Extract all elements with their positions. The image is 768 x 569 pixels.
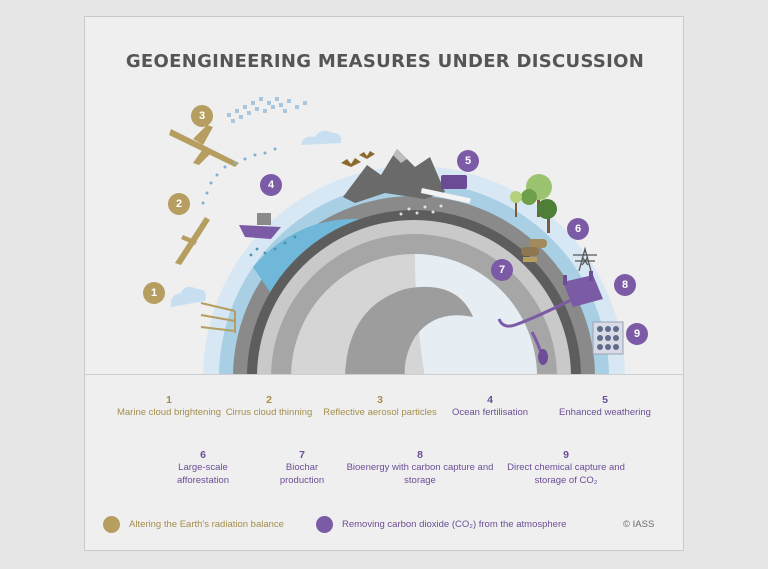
legend-removal-label: Removing carbon dioxide (CO₂) from the a…	[342, 519, 567, 530]
badge-3: 3	[191, 105, 213, 127]
badge-1: 1	[143, 282, 165, 304]
direct-air-capture-unit	[592, 321, 624, 355]
aerosol-plane	[169, 125, 239, 167]
badge-5: 5	[457, 150, 479, 172]
measure-6-label: 6 Large-scale afforestation	[176, 449, 230, 486]
measure-4-label: 4 Ocean fertilisation	[451, 394, 529, 418]
badge-4: 4	[260, 174, 282, 196]
cirrus-seeding-dots	[201, 147, 277, 205]
mountain-snow	[393, 149, 407, 163]
ship	[239, 213, 281, 239]
measure-3-label: 3 Reflective aerosol particles	[323, 394, 437, 418]
inner-core	[345, 286, 473, 374]
legend-radiation-label: Altering the Earth's radiation balance	[129, 519, 284, 530]
cirrus-cloud	[301, 130, 342, 145]
mountains	[343, 149, 445, 203]
page-title: GEOENGINEERING MEASURES UNDER DISCUSSION	[125, 51, 645, 72]
interior-light	[415, 254, 537, 374]
mine-cart	[441, 175, 467, 189]
legend-removal-dot	[316, 516, 333, 533]
marine-cloud	[170, 286, 206, 307]
badge-9: 9	[626, 323, 648, 345]
cirrus-plane	[175, 217, 210, 265]
measure-1-label: 1 Marine cloud brightening	[116, 394, 222, 418]
divider	[85, 374, 683, 375]
earth-illustration	[169, 97, 625, 374]
measure-5-label: 5 Enhanced weathering	[559, 394, 651, 418]
co2-pipe	[497, 297, 574, 328]
aerosol-particles	[227, 97, 307, 123]
biochar-logs	[521, 239, 547, 262]
badge-2: 2	[168, 193, 190, 215]
badge-8: 8	[614, 274, 636, 296]
power-pylon	[573, 246, 597, 272]
rock-dust	[399, 204, 443, 216]
measure-8-label: 8 Bioenergy with carbon capture and stora…	[346, 449, 494, 486]
measure-2-label: 2 Cirrus cloud thinning	[225, 394, 313, 418]
measure-7-label: 7 Biochar production	[279, 449, 325, 486]
infographic-card: GEOENGINEERING MEASURES UNDER DISCUSSION	[84, 16, 684, 551]
trees	[510, 174, 557, 233]
storage-reservoir	[538, 349, 548, 365]
badge-7: 7	[491, 259, 513, 281]
measure-9-label: 9 Direct chemical capture and storage of …	[507, 449, 625, 486]
spray-vessel	[200, 302, 236, 333]
badge-6: 6	[567, 218, 589, 240]
legend-radiation-dot	[103, 516, 120, 533]
copyright: © IASS	[623, 519, 655, 530]
fertiliser-dots	[249, 235, 297, 257]
birds	[341, 151, 375, 167]
conveyor	[420, 188, 471, 204]
